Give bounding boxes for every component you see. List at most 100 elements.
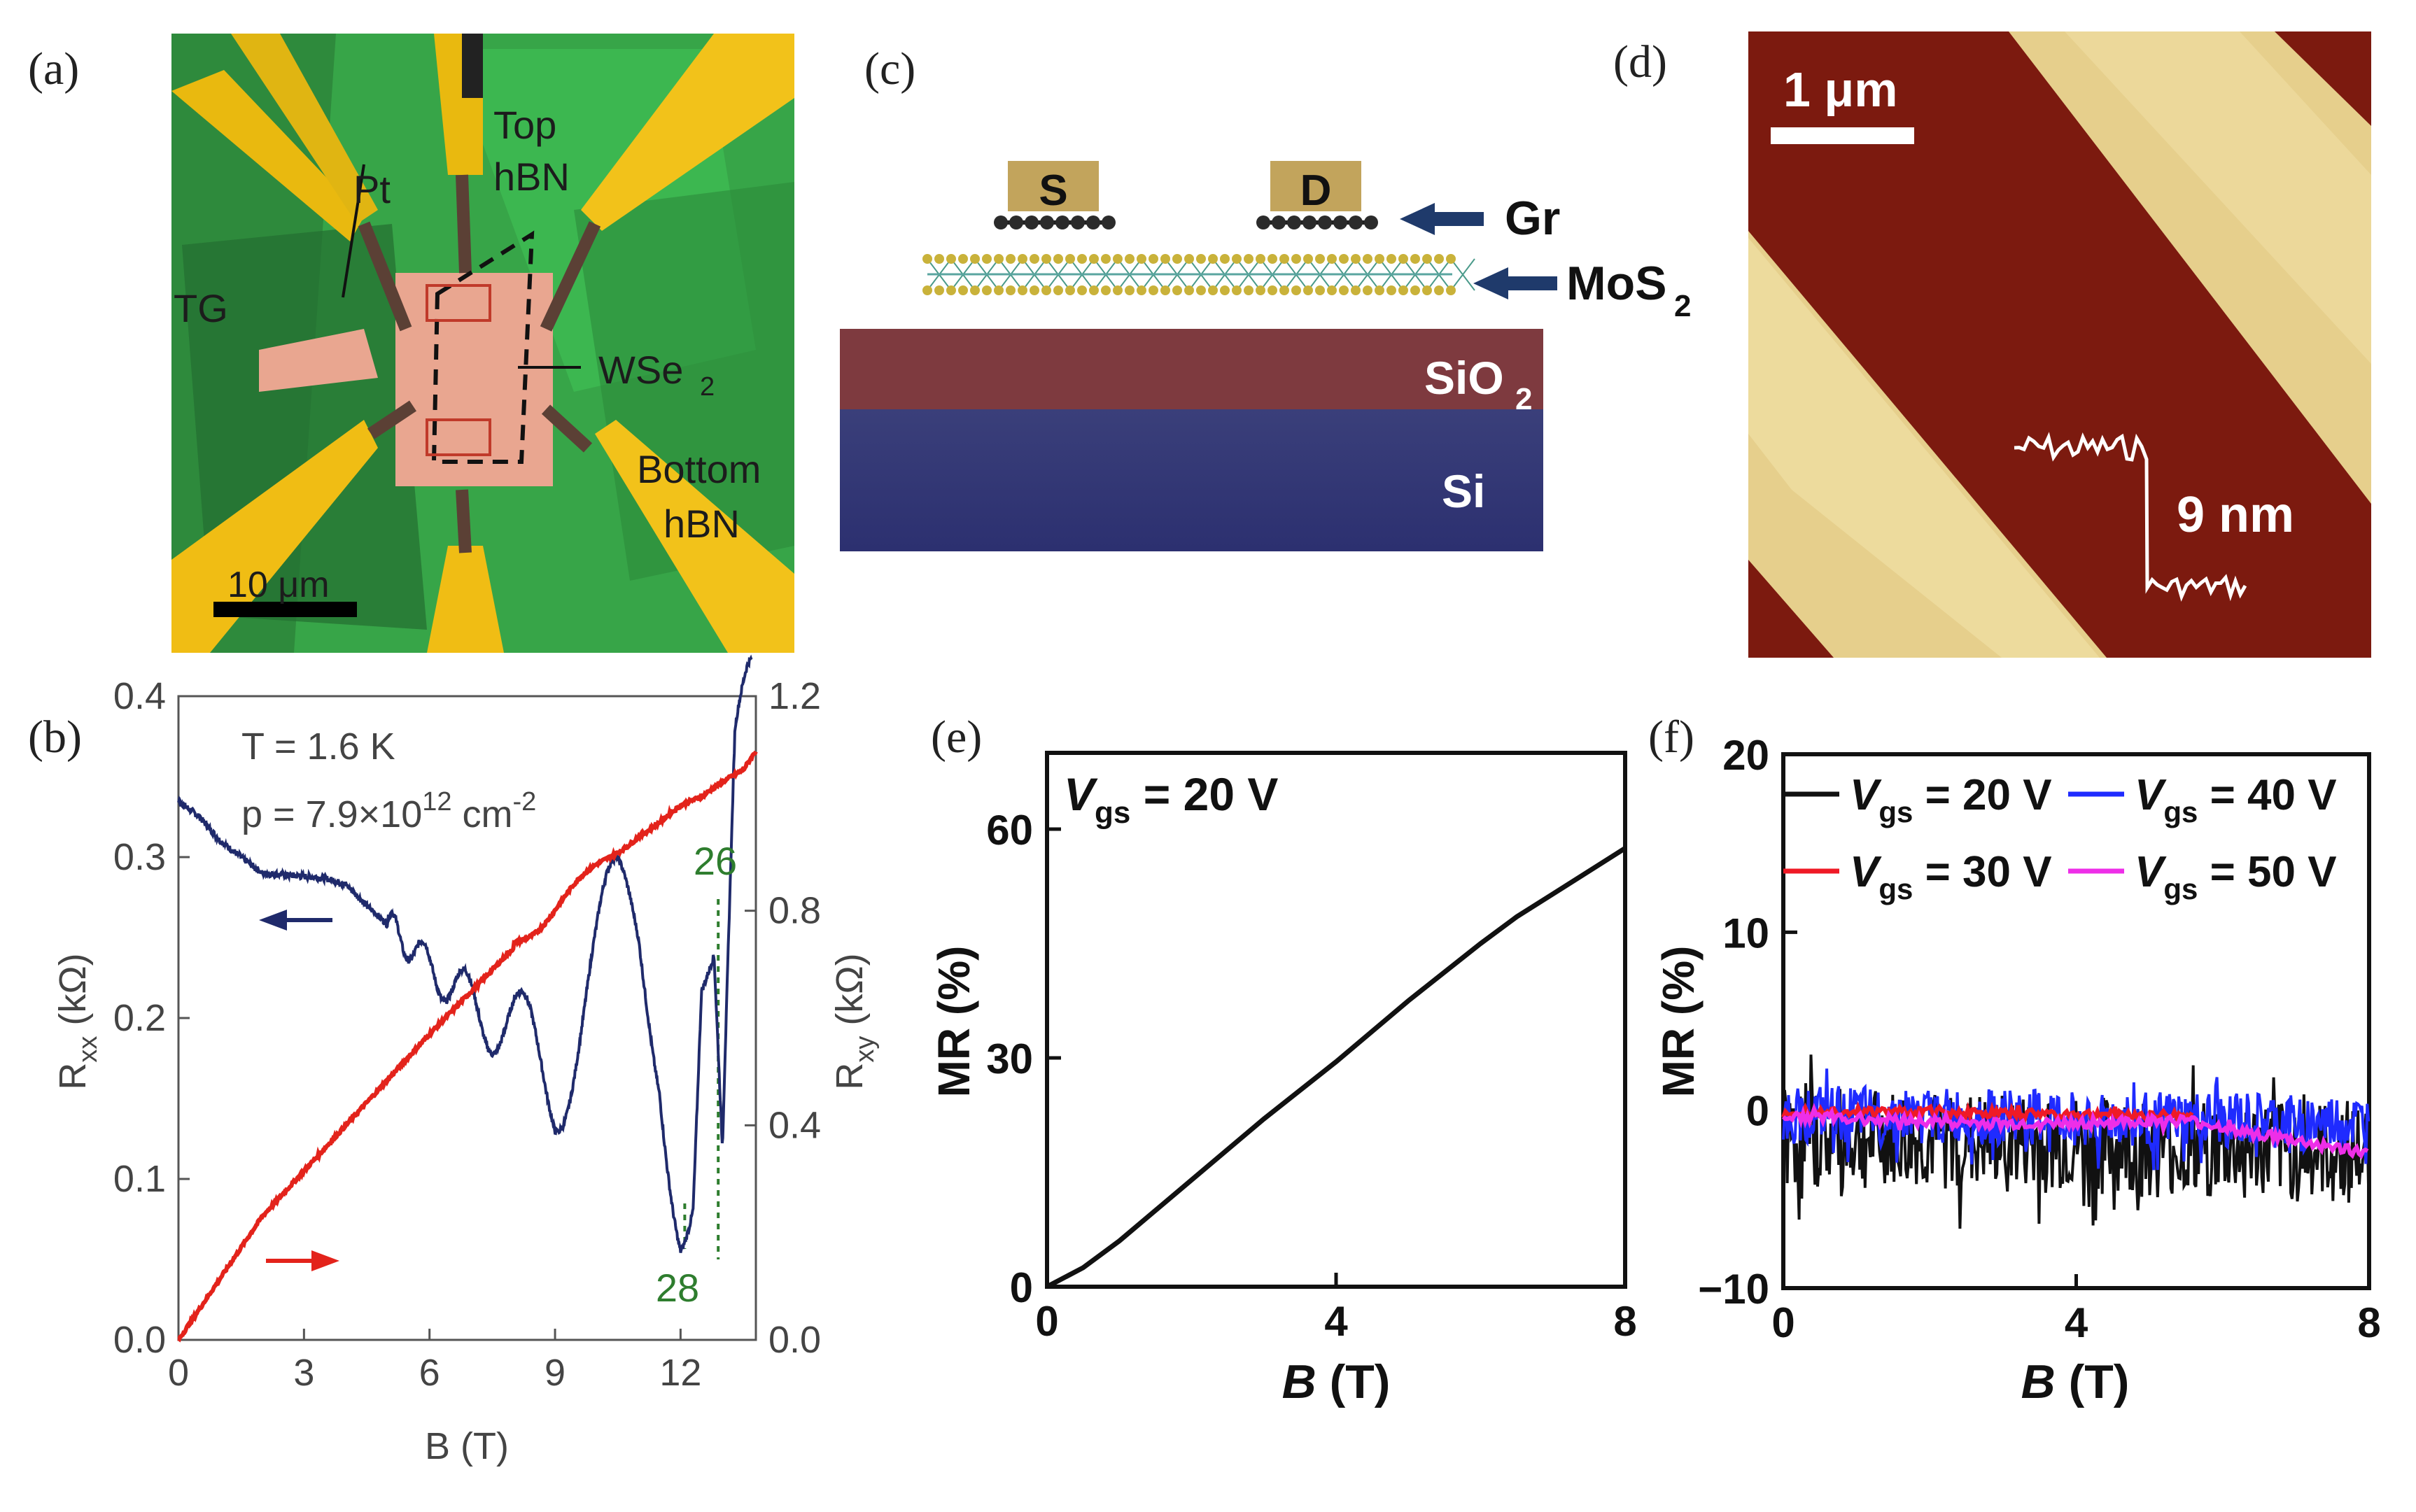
sio2-label-sub: 2: [1515, 382, 1532, 416]
legend-30v-label: Vgs = 30 V: [1850, 848, 2052, 905]
sulfur-atom: [1434, 285, 1444, 295]
chart-e-xtick-label: 4: [1324, 1298, 1348, 1345]
sulfur-atom: [1303, 254, 1313, 264]
chart-b-xtick-label: 12: [659, 1352, 701, 1394]
mr-line-20v: [1782, 1054, 2371, 1229]
sulfur-atom: [1160, 285, 1170, 295]
sulfur-atom: [1386, 285, 1396, 295]
density-label: p = 7.9×1012 cm-2: [241, 787, 536, 835]
si-label: Si: [1442, 465, 1485, 517]
ll-28-label: 28: [656, 1266, 699, 1310]
mr-line-20v: [1046, 846, 1627, 1290]
sulfur-atom: [1267, 254, 1277, 264]
afm-scalebar-label: 1 μm: [1783, 62, 1897, 117]
sulfur-atom: [1089, 285, 1099, 295]
chart-b-ylabel-right: Rxy (kΩ): [829, 953, 880, 1089]
sulfur-atom: [958, 254, 968, 264]
sulfur-atom: [1375, 254, 1384, 264]
chart-e-xlabel: B (T): [1282, 1355, 1391, 1408]
afm-flake-left: [1748, 231, 2107, 658]
panel-a-label-hbn-top: hBN: [493, 155, 570, 199]
sulfur-atom: [1125, 285, 1135, 295]
sulfur-atom: [1446, 285, 1456, 295]
sulfur-atom: [1208, 285, 1218, 295]
sulfur-atom: [1398, 254, 1408, 264]
sulfur-atom: [1006, 254, 1016, 264]
chart-b-ytick-right-label: 0.4: [768, 1104, 821, 1146]
mos2-lattice: [922, 254, 1475, 295]
source-contact: [1008, 161, 1099, 211]
legend-20v-label: Vgs = 20 V: [1850, 771, 2052, 828]
panel-a-label-pt: Pt: [353, 167, 391, 211]
sulfur-atom: [1184, 254, 1194, 264]
chart-f-xtick-label: 8: [2357, 1299, 2380, 1346]
legend-40v-label: Vgs = 40 V: [2135, 771, 2337, 828]
sulfur-atom: [1232, 285, 1242, 295]
rxx-arrow: [259, 910, 332, 931]
chart-f-frame: [1781, 752, 2371, 1290]
mr-line-30v: [1781, 1101, 2194, 1126]
sulfur-atom: [1053, 254, 1063, 264]
sulfur-atom: [1196, 254, 1206, 264]
sulfur-atom: [1220, 254, 1230, 264]
sulfur-atom: [1339, 254, 1349, 264]
carbon-atom: [1009, 216, 1023, 229]
sulfur-atom: [1386, 254, 1396, 264]
panel-c: (c) S D Gr MoS 2 SiO 2 Si: [840, 43, 1691, 551]
panel-e: (e) 0 4 8 0 30 60 Vgs = 20 V MR (%) B (T): [929, 712, 1637, 1408]
panel-b: (b) 0 3 6 9 12 0.0 0.1 0.2 0.3 0.4 0.0 0.4 0.8 1.2 T …: [28, 654, 880, 1467]
chart-b-xtick-label: 9: [545, 1352, 566, 1394]
gr-label: Gr: [1505, 192, 1560, 245]
afm-height-label: 9 nm: [2177, 487, 2294, 543]
sulfur-atom: [1208, 254, 1218, 264]
sulfur-atom: [1256, 285, 1265, 295]
chart-e-xtick-label: 8: [1613, 1298, 1636, 1345]
sulfur-atom: [1410, 285, 1420, 295]
panel-c-label: (c): [864, 43, 915, 94]
afm-scalebar: [1771, 127, 1914, 144]
chart-b-ytick-right-label: 0.0: [768, 1319, 821, 1361]
graphene-strips: [994, 216, 1378, 229]
panel-e-label: (e): [931, 712, 982, 763]
drain-contact: [1270, 161, 1361, 211]
sulfur-atom: [1232, 254, 1242, 264]
chart-b-ytick-left-label: 0.0: [113, 1319, 166, 1361]
sulfur-atom: [1434, 254, 1444, 264]
chart-e-legend: Vgs = 20 V: [1064, 768, 1278, 830]
chart-e-ticks: 0 4 8 0 30 60: [986, 807, 1636, 1345]
panel-b-label: (b): [28, 712, 82, 763]
ll-26-label: 26: [694, 839, 737, 883]
sulfur-atom: [946, 254, 956, 264]
carbon-atom: [1102, 216, 1116, 229]
sulfur-atom: [922, 254, 932, 264]
sulfur-atom: [1065, 254, 1075, 264]
chart-b-xtick-label: 6: [419, 1352, 440, 1394]
source-label: S: [1039, 167, 1067, 215]
sulfur-atom: [1315, 254, 1325, 264]
panel-a-label-wse-sub: 2: [700, 372, 715, 402]
chart-b-ytick-left-label: 0.2: [113, 997, 166, 1039]
sulfur-atom: [1018, 285, 1027, 295]
sulfur-atom: [1030, 254, 1039, 264]
chart-b-xtick-label: 3: [293, 1352, 314, 1394]
sulfur-atom: [1172, 254, 1182, 264]
carbon-atom: [1040, 216, 1054, 229]
sulfur-atom: [1006, 285, 1016, 295]
sulfur-atom: [1363, 285, 1372, 295]
sulfur-atom: [1267, 285, 1277, 295]
sulfur-atom: [970, 254, 980, 264]
sulfur-atom: [1053, 285, 1063, 295]
sulfur-atom: [994, 285, 1004, 295]
sulfur-atom: [994, 254, 1004, 264]
sulfur-atom: [1137, 285, 1146, 295]
carbon-atom: [1287, 216, 1301, 229]
chart-f-ytick-label: 0: [1746, 1088, 1769, 1135]
sulfur-atom: [1184, 285, 1194, 295]
sulfur-atom: [1315, 285, 1325, 295]
carbon-atom: [1025, 216, 1039, 229]
chart-e-ytick-label: 0: [1010, 1264, 1033, 1311]
gr-arrow: [1400, 203, 1484, 235]
